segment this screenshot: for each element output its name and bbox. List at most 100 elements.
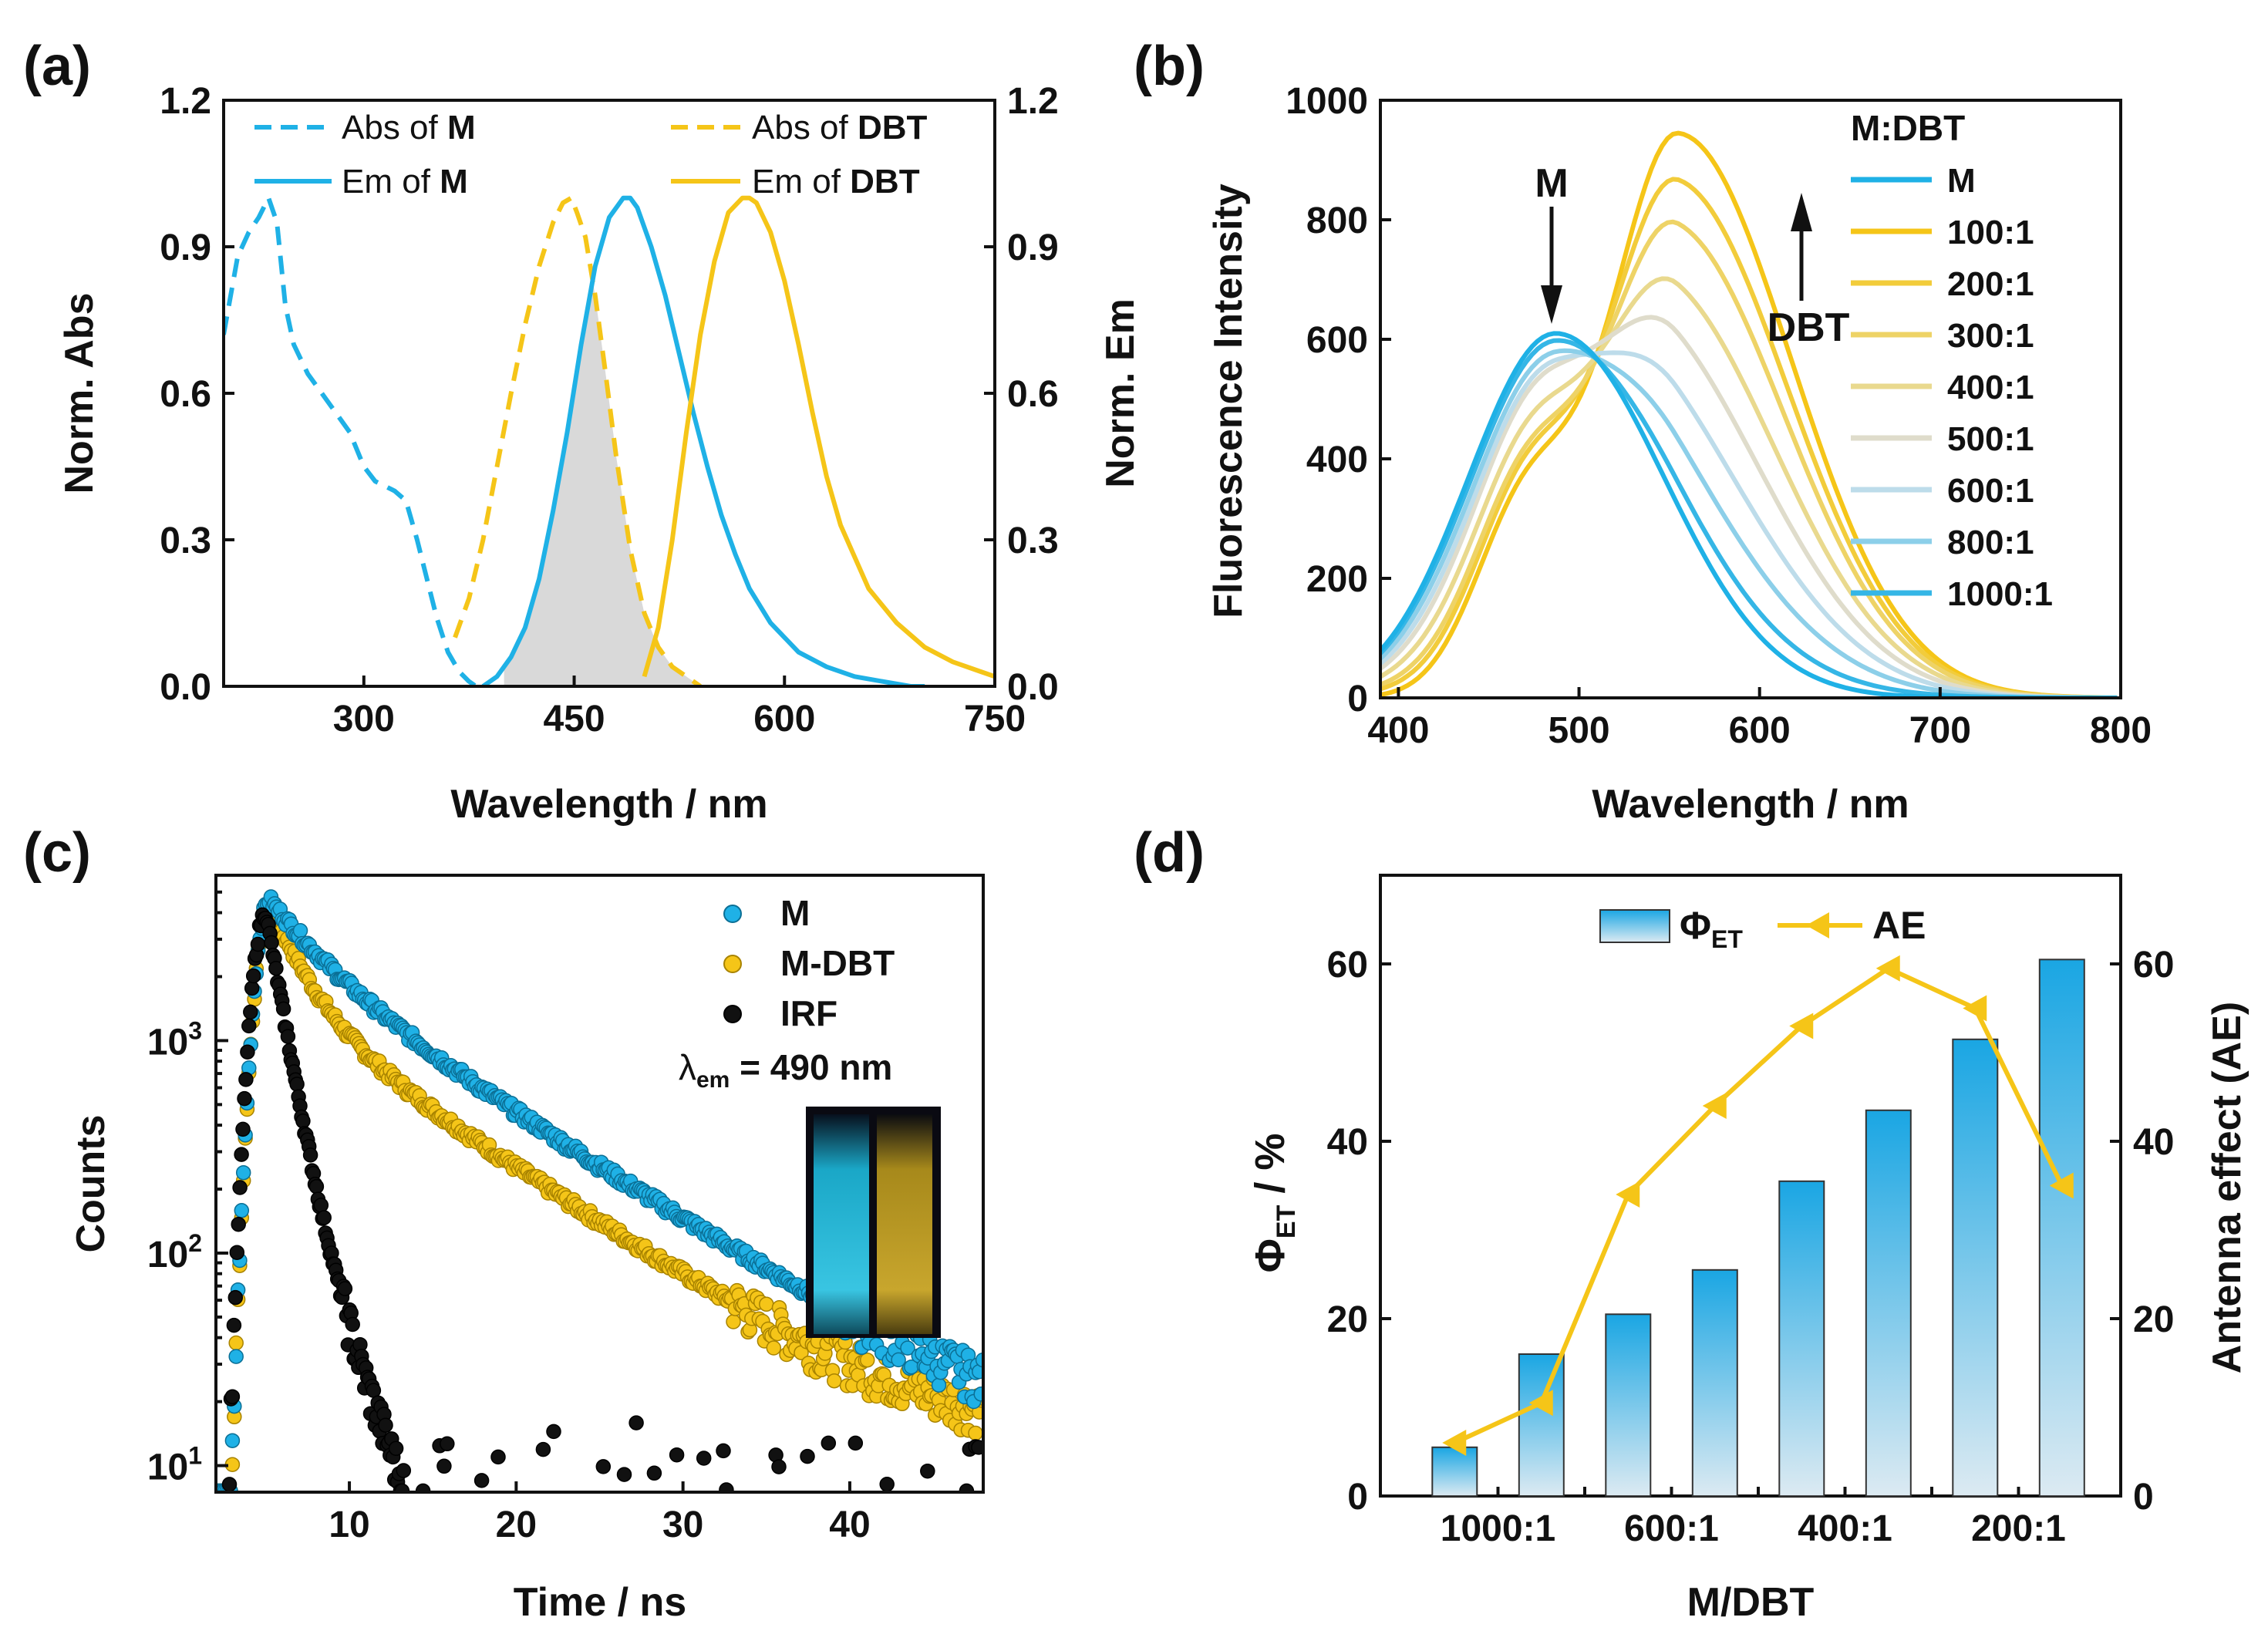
b-ytick-label: 400: [1306, 440, 1368, 480]
d-xtick-label: 400:1: [1798, 1508, 1892, 1549]
point-irf: [490, 1449, 506, 1465]
legend-abs-m-prefix: Abs of: [342, 109, 447, 147]
point-m: [228, 1349, 244, 1364]
point-irf: [250, 936, 266, 952]
panel-d-ylabel: ΦET / %: [1247, 1134, 1301, 1273]
legend-m: M: [780, 893, 810, 933]
c-ytick-exp: 2: [188, 1229, 202, 1257]
legend-em-m: Em of M: [342, 163, 468, 200]
point-irf: [378, 1417, 393, 1433]
panel-b-legend: M 100:1 200:1 300:1 400:1 500:1 600:1 800:1 1000…: [1851, 162, 2053, 613]
panel-d-ylabel-sub: ET: [1272, 1205, 1301, 1238]
annotation-dbt: DBT: [1768, 305, 1850, 350]
bar-1000-1: [1431, 1446, 1478, 1498]
d-ytick-label-right: 40: [2133, 1122, 2174, 1163]
point-irf: [308, 1178, 325, 1194]
b-ytick-label: 800: [1306, 200, 1368, 241]
legend-800-1: 800:1: [1947, 524, 2034, 561]
point-irf: [268, 960, 284, 976]
ae-marker-1000-1: [1442, 1430, 1467, 1456]
point-irf: [240, 1044, 255, 1060]
point-irf: [879, 1477, 895, 1492]
point-irf: [275, 1001, 292, 1017]
d-ytick-label: 20: [1327, 1299, 1368, 1340]
b-xtick-label: 700: [1909, 710, 1971, 751]
lambda-subscript: em: [696, 1067, 730, 1093]
point-m: [931, 1377, 947, 1393]
panel-b-label: (b): [1134, 35, 1205, 97]
b-xtick-label: 800: [2090, 710, 2152, 751]
point-irf: [345, 1316, 360, 1333]
bar-400-1: [1778, 1180, 1825, 1498]
panel-d-frame: [1379, 874, 2122, 1498]
point-irf: [669, 1447, 685, 1463]
panel-a-legend: Abs of M Abs of DBT Em of M Em of DBT: [254, 109, 928, 200]
cuvette-m-dbt: [877, 1114, 932, 1334]
point-irf: [366, 1383, 382, 1398]
point-irf: [848, 1435, 864, 1451]
a-ytick-label: 0.0: [160, 667, 211, 708]
arrow-up-icon: [1791, 193, 1812, 231]
point-m-dbt: [859, 1352, 875, 1368]
d-xtick-label: 1000:1: [1441, 1508, 1555, 1549]
point-irf: [295, 1114, 311, 1129]
legend-em-dbt-bold: DBT: [850, 163, 920, 200]
legend-500-1: 500:1: [1947, 420, 2034, 458]
a-xtick-label: 300: [333, 699, 395, 740]
cuvette-m: [814, 1114, 869, 1334]
ae-line: [1454, 965, 2064, 1445]
series-em-of-m: [481, 195, 925, 686]
panel-d-ylabel-unit: / %: [1247, 1134, 1293, 1205]
point-irf: [971, 1440, 983, 1455]
d-ytick-label-right: 0: [2133, 1477, 2154, 1518]
point-m: [900, 1340, 915, 1356]
legend-abs-dbt-prefix: Abs of: [752, 109, 858, 147]
b-ytick-label: 1000: [1286, 81, 1368, 122]
c-xtick-label: 40: [829, 1504, 870, 1545]
point-irf: [224, 1389, 241, 1404]
c-ytick-exp: 1: [188, 1442, 202, 1470]
legend-abs-dbt-bold: DBT: [858, 109, 928, 147]
legend-marker-irf: [723, 1005, 742, 1023]
panel-b-frame: [1379, 99, 2122, 699]
a-xtick-label: 600: [753, 699, 815, 740]
panel-a-ylabel: Norm. Abs: [57, 293, 102, 494]
point-irf: [227, 1289, 244, 1306]
bar-500-1: [1691, 1269, 1738, 1498]
point-irf: [221, 1477, 238, 1492]
cuvette-photo: [806, 1107, 941, 1338]
c-ytick-base: 10: [147, 1447, 188, 1488]
panel-a-ylabel-right: Norm. Em: [1098, 298, 1143, 488]
legend-phi: Φ: [1680, 904, 1711, 947]
point-irf: [237, 1090, 252, 1107]
c-ytick-base: 10: [147, 1235, 188, 1275]
point-irf: [396, 1463, 412, 1478]
arrow-down-icon: [1541, 285, 1562, 324]
point-irf: [473, 1473, 490, 1488]
a-ytick-label-right: 1.2: [1007, 81, 1059, 122]
c-ytick-label: 101: [147, 1442, 202, 1488]
point-m-dbt: [228, 1335, 244, 1351]
c-xtick-label: 20: [496, 1504, 537, 1545]
bar-300-1: [1865, 1109, 1912, 1498]
panel-a-series: [224, 195, 995, 686]
point-irf: [280, 1029, 296, 1044]
c-ytick-label: 102: [147, 1229, 202, 1275]
point-irf: [264, 935, 279, 951]
legend-em-dbt-prefix: Em of: [752, 163, 850, 200]
panel-d-ae-line: [1442, 955, 2074, 1456]
panel-c-ylabel: Counts: [69, 1114, 113, 1252]
ae-marker-900-1: [1528, 1390, 1553, 1417]
point-irf: [388, 1440, 404, 1457]
point-irf: [241, 1018, 257, 1034]
panel-d-legend: ΦET AE: [1599, 904, 1926, 953]
c-xtick-label: 30: [662, 1504, 703, 1545]
legend-m-dbt: M-DBT: [780, 943, 895, 983]
point-irf: [719, 1482, 734, 1492]
ae-marker-500-1: [1702, 1093, 1727, 1119]
a-ytick-label-right: 0.0: [1007, 667, 1059, 708]
lambda-symbol: λ: [679, 1047, 696, 1087]
ae-marker-400-1: [1789, 1013, 1814, 1039]
b-ytick-label: 600: [1306, 320, 1368, 361]
